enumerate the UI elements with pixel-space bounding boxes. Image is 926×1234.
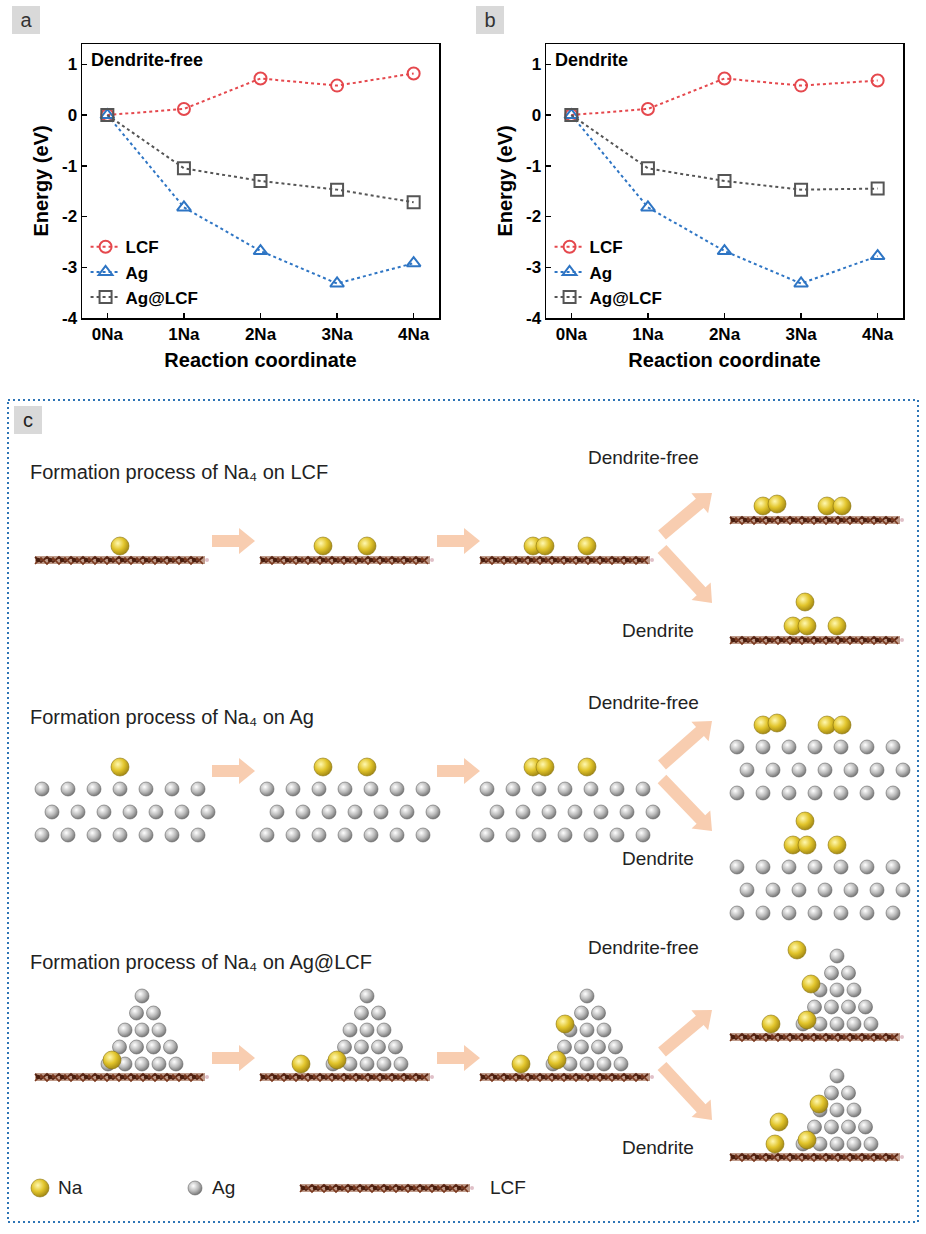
svg-text:0: 0 (68, 106, 77, 125)
svg-text:Ag: Ag (590, 264, 613, 283)
svg-text:Ag@LCF: Ag@LCF (590, 289, 662, 308)
svg-text:Dendrite-free: Dendrite-free (588, 937, 699, 958)
svg-text:-1: -1 (62, 157, 77, 176)
svg-text:Dendrite-free: Dendrite-free (91, 50, 203, 70)
svg-text:Energy (eV): Energy (eV) (494, 125, 516, 236)
svg-text:1: 1 (68, 55, 77, 74)
html-text:b: b (484, 9, 496, 31)
svg-text:Dendrite: Dendrite (622, 620, 694, 641)
svg-text:0Na: 0Na (92, 325, 124, 344)
svg-text:Formation process of Na₄ on Ag: Formation process of Na₄ on Ag@LCF (30, 951, 372, 973)
svg-text:1Na: 1Na (168, 325, 200, 344)
svg-text:-3: -3 (526, 258, 541, 277)
svg-text:1Na: 1Na (632, 325, 664, 344)
svg-text:-4: -4 (62, 309, 78, 328)
html-text:a: a (20, 9, 32, 31)
svg-text:Dendrite-free: Dendrite-free (588, 692, 699, 713)
svg-text:4Na: 4Na (862, 325, 894, 344)
svg-text:-2: -2 (526, 207, 541, 226)
svg-text:Formation process of Na₄ on LC: Formation process of Na₄ on LCF (30, 461, 328, 483)
svg-text:Energy (eV): Energy (eV) (30, 125, 52, 236)
svg-text:1: 1 (532, 55, 541, 74)
svg-text:-2: -2 (62, 207, 77, 226)
svg-text:Ag@LCF: Ag@LCF (126, 289, 198, 308)
svg-text:Dendrite: Dendrite (555, 50, 628, 70)
svg-text:2Na: 2Na (245, 325, 277, 344)
svg-text:Ag: Ag (126, 264, 149, 283)
svg-text:0Na: 0Na (556, 325, 588, 344)
svg-text:Reaction coordinate: Reaction coordinate (164, 349, 356, 371)
svg-text:LCF: LCF (490, 1177, 526, 1198)
svg-text:LCF: LCF (590, 238, 623, 257)
svg-text:Formation process of Na₄ on Ag: Formation process of Na₄ on Ag (30, 706, 314, 728)
svg-text:-1: -1 (526, 157, 541, 176)
svg-text:c: c (23, 409, 33, 431)
svg-text:-4: -4 (526, 309, 542, 328)
svg-text:LCF: LCF (126, 238, 159, 257)
svg-text:Dendrite: Dendrite (622, 848, 694, 869)
svg-text:-3: -3 (62, 258, 77, 277)
svg-text:Reaction coordinate: Reaction coordinate (628, 349, 820, 371)
svg-text:0: 0 (532, 106, 541, 125)
svg-text:2Na: 2Na (709, 325, 741, 344)
svg-text:Na: Na (58, 1177, 83, 1198)
svg-text:4Na: 4Na (398, 325, 430, 344)
svg-text:3Na: 3Na (321, 325, 353, 344)
svg-text:Ag: Ag (212, 1177, 235, 1198)
svg-text:Dendrite: Dendrite (622, 1137, 694, 1158)
svg-text:Dendrite-free: Dendrite-free (588, 447, 699, 468)
svg-text:3Na: 3Na (785, 325, 817, 344)
